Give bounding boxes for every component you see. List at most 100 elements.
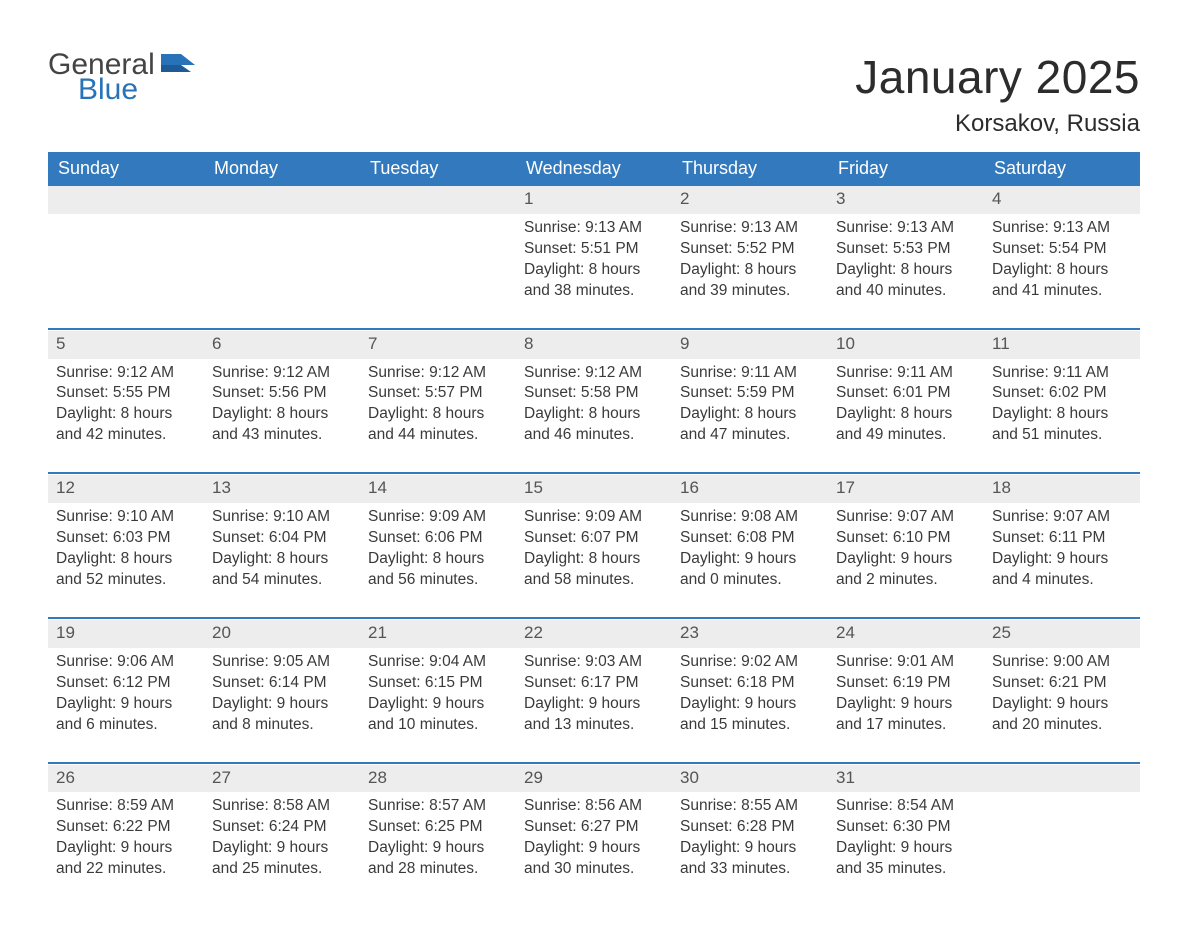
day-number: 4 [992,189,1001,208]
day-number-cell: 28 [360,765,516,793]
sunrise-line: Sunrise: 9:02 AM [680,652,820,673]
sunset-line: Sunset: 6:18 PM [680,673,820,694]
sunset-line: Sunset: 6:06 PM [368,528,508,549]
sunrise-line: Sunrise: 9:11 AM [836,363,976,384]
empty-cell [360,186,516,214]
header: General Blue January 2025 Korsakov, Russ… [48,50,1140,138]
sunrise-line: Sunrise: 9:13 AM [524,218,664,239]
day-number-row: 12131415161718 [48,475,1140,503]
sunrise-line: Sunrise: 8:54 AM [836,796,976,817]
day-number: 8 [524,334,533,353]
daylight-line-2: and 42 minutes. [56,425,196,446]
daylight-line-1: Daylight: 8 hours [212,549,352,570]
day-number: 11 [992,334,1010,353]
day-cell: Sunrise: 9:11 AMSunset: 6:01 PMDaylight:… [828,359,984,474]
day-number-cell: 6 [204,331,360,359]
day-cell: Sunrise: 9:12 AMSunset: 5:58 PMDaylight:… [516,359,672,474]
day-details: Sunrise: 9:00 AMSunset: 6:21 PMDaylight:… [992,648,1132,736]
day-number: 30 [680,768,699,787]
day-number-cell: 16 [672,475,828,503]
day-details: Sunrise: 9:04 AMSunset: 6:15 PMDaylight:… [368,648,508,736]
day-details: Sunrise: 9:12 AMSunset: 5:58 PMDaylight:… [524,359,664,447]
daylight-line-2: and 56 minutes. [368,570,508,591]
empty-cell [984,765,1140,793]
day-number: 10 [836,334,855,353]
daylight-line-2: and 6 minutes. [56,715,196,736]
day-number: 13 [212,478,231,497]
sunrise-line: Sunrise: 9:12 AM [56,363,196,384]
day-number-cell: 12 [48,475,204,503]
sunset-line: Sunset: 5:53 PM [836,239,976,260]
day-details: Sunrise: 9:10 AMSunset: 6:03 PMDaylight:… [56,503,196,591]
day-details: Sunrise: 9:08 AMSunset: 6:08 PMDaylight:… [680,503,820,591]
daylight-line-2: and 47 minutes. [680,425,820,446]
day-cell: Sunrise: 9:10 AMSunset: 6:04 PMDaylight:… [204,503,360,618]
day-number-cell: 24 [828,620,984,648]
day-details: Sunrise: 8:58 AMSunset: 6:24 PMDaylight:… [212,792,352,880]
day-number: 18 [992,478,1011,497]
sunset-line: Sunset: 6:03 PM [56,528,196,549]
day-cell: Sunrise: 9:09 AMSunset: 6:06 PMDaylight:… [360,503,516,618]
daylight-line-1: Daylight: 9 hours [368,694,508,715]
day-number: 31 [836,768,855,787]
daylight-line-1: Daylight: 9 hours [368,838,508,859]
day-content-row: Sunrise: 8:59 AMSunset: 6:22 PMDaylight:… [48,792,1140,906]
daylight-line-1: Daylight: 8 hours [524,549,664,570]
day-cell: Sunrise: 8:54 AMSunset: 6:30 PMDaylight:… [828,792,984,906]
daylight-line-2: and 58 minutes. [524,570,664,591]
sunset-line: Sunset: 6:30 PM [836,817,976,838]
day-details: Sunrise: 9:05 AMSunset: 6:14 PMDaylight:… [212,648,352,736]
daylight-line-1: Daylight: 9 hours [836,549,976,570]
sunrise-line: Sunrise: 8:57 AM [368,796,508,817]
day-details: Sunrise: 9:11 AMSunset: 5:59 PMDaylight:… [680,359,820,447]
sunset-line: Sunset: 5:55 PM [56,383,196,404]
day-cell: Sunrise: 8:56 AMSunset: 6:27 PMDaylight:… [516,792,672,906]
sunset-line: Sunset: 6:21 PM [992,673,1132,694]
daylight-line-1: Daylight: 8 hours [524,260,664,281]
sunset-line: Sunset: 6:17 PM [524,673,664,694]
day-number: 15 [524,478,543,497]
day-cell: Sunrise: 9:11 AMSunset: 5:59 PMDaylight:… [672,359,828,474]
sunrise-line: Sunrise: 9:12 AM [524,363,664,384]
sunset-line: Sunset: 6:11 PM [992,528,1132,549]
day-number: 20 [212,623,231,642]
weekday-header-row: Sunday Monday Tuesday Wednesday Thursday… [48,152,1140,186]
daylight-line-2: and 51 minutes. [992,425,1132,446]
day-cell: Sunrise: 9:09 AMSunset: 6:07 PMDaylight:… [516,503,672,618]
sunrise-line: Sunrise: 9:04 AM [368,652,508,673]
day-cell: Sunrise: 9:00 AMSunset: 6:21 PMDaylight:… [984,648,1140,763]
daylight-line-1: Daylight: 9 hours [680,549,820,570]
day-number-cell: 8 [516,331,672,359]
sunrise-line: Sunrise: 9:13 AM [836,218,976,239]
day-content-row: Sunrise: 9:12 AMSunset: 5:55 PMDaylight:… [48,359,1140,474]
sunset-line: Sunset: 5:58 PM [524,383,664,404]
daylight-line-2: and 17 minutes. [836,715,976,736]
day-cell: Sunrise: 9:13 AMSunset: 5:52 PMDaylight:… [672,214,828,329]
day-number: 27 [212,768,231,787]
daylight-line-1: Daylight: 8 hours [680,260,820,281]
daylight-line-1: Daylight: 9 hours [212,838,352,859]
day-number-cell: 29 [516,765,672,793]
day-cell: Sunrise: 9:07 AMSunset: 6:10 PMDaylight:… [828,503,984,618]
sunrise-line: Sunrise: 9:13 AM [680,218,820,239]
empty-cell [48,214,204,329]
sunset-line: Sunset: 6:28 PM [680,817,820,838]
day-details: Sunrise: 8:54 AMSunset: 6:30 PMDaylight:… [836,792,976,880]
sunrise-line: Sunrise: 9:06 AM [56,652,196,673]
sunset-line: Sunset: 5:56 PM [212,383,352,404]
day-details: Sunrise: 9:01 AMSunset: 6:19 PMDaylight:… [836,648,976,736]
day-number-cell: 7 [360,331,516,359]
daylight-line-2: and 38 minutes. [524,281,664,302]
daylight-line-2: and 40 minutes. [836,281,976,302]
sunset-line: Sunset: 6:14 PM [212,673,352,694]
sunset-line: Sunset: 6:15 PM [368,673,508,694]
daylight-line-1: Daylight: 9 hours [524,694,664,715]
day-details: Sunrise: 8:56 AMSunset: 6:27 PMDaylight:… [524,792,664,880]
day-number: 7 [368,334,377,353]
daylight-line-1: Daylight: 9 hours [992,549,1132,570]
sunrise-line: Sunrise: 9:11 AM [680,363,820,384]
daylight-line-1: Daylight: 8 hours [836,404,976,425]
day-cell: Sunrise: 9:05 AMSunset: 6:14 PMDaylight:… [204,648,360,763]
day-number-cell: 9 [672,331,828,359]
daylight-line-1: Daylight: 9 hours [680,694,820,715]
